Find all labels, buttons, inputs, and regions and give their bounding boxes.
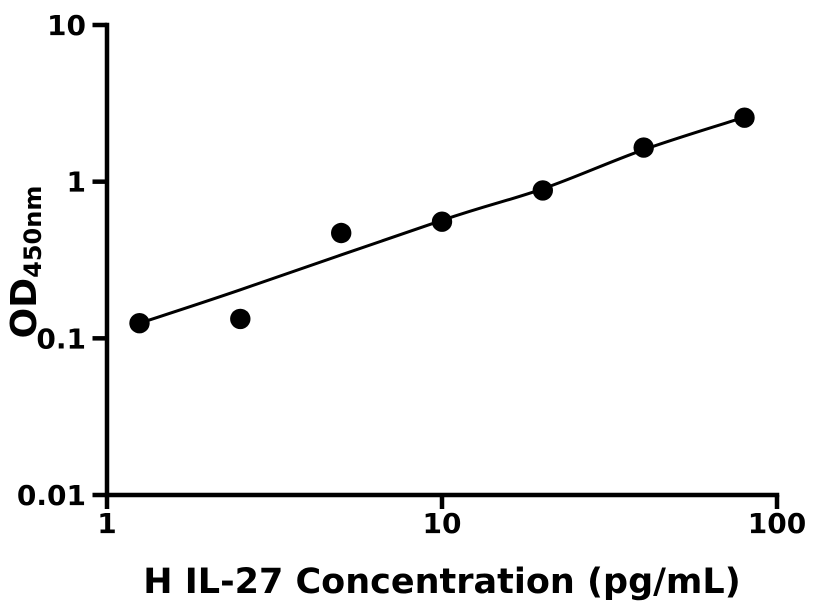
x-tick-label: 100 (748, 507, 806, 540)
y-axis-title: OD450nm (4, 186, 47, 339)
y-axis-title-main: OD (4, 278, 45, 339)
y-axis-title-subscript: 450nm (19, 186, 47, 278)
data-point (230, 308, 251, 330)
data-point (734, 107, 755, 128)
x-tick-label: 10 (423, 507, 462, 540)
x-axis: 1 10 100 (97, 495, 806, 540)
y-axis: 10 1 0.1 0.01 (17, 9, 107, 512)
data-point (532, 180, 553, 201)
y-tick-label: 1 (67, 166, 86, 199)
axis-spines (104, 22, 780, 498)
x-axis-title: H IL-27 Concentration (pg/mL) (143, 562, 740, 602)
data-point (633, 137, 654, 158)
y-tick-label: 0.1 (36, 322, 86, 355)
data-points-group (129, 107, 755, 334)
x-tick-label: 1 (97, 507, 116, 540)
y-tick-label: 0.01 (17, 479, 86, 512)
data-point (331, 222, 352, 244)
data-point (129, 313, 150, 334)
plot-generated-layer: 10 1 0.1 0.01 1 10 100 (17, 9, 806, 540)
data-point (431, 211, 453, 232)
y-tick-label: 10 (47, 9, 86, 42)
